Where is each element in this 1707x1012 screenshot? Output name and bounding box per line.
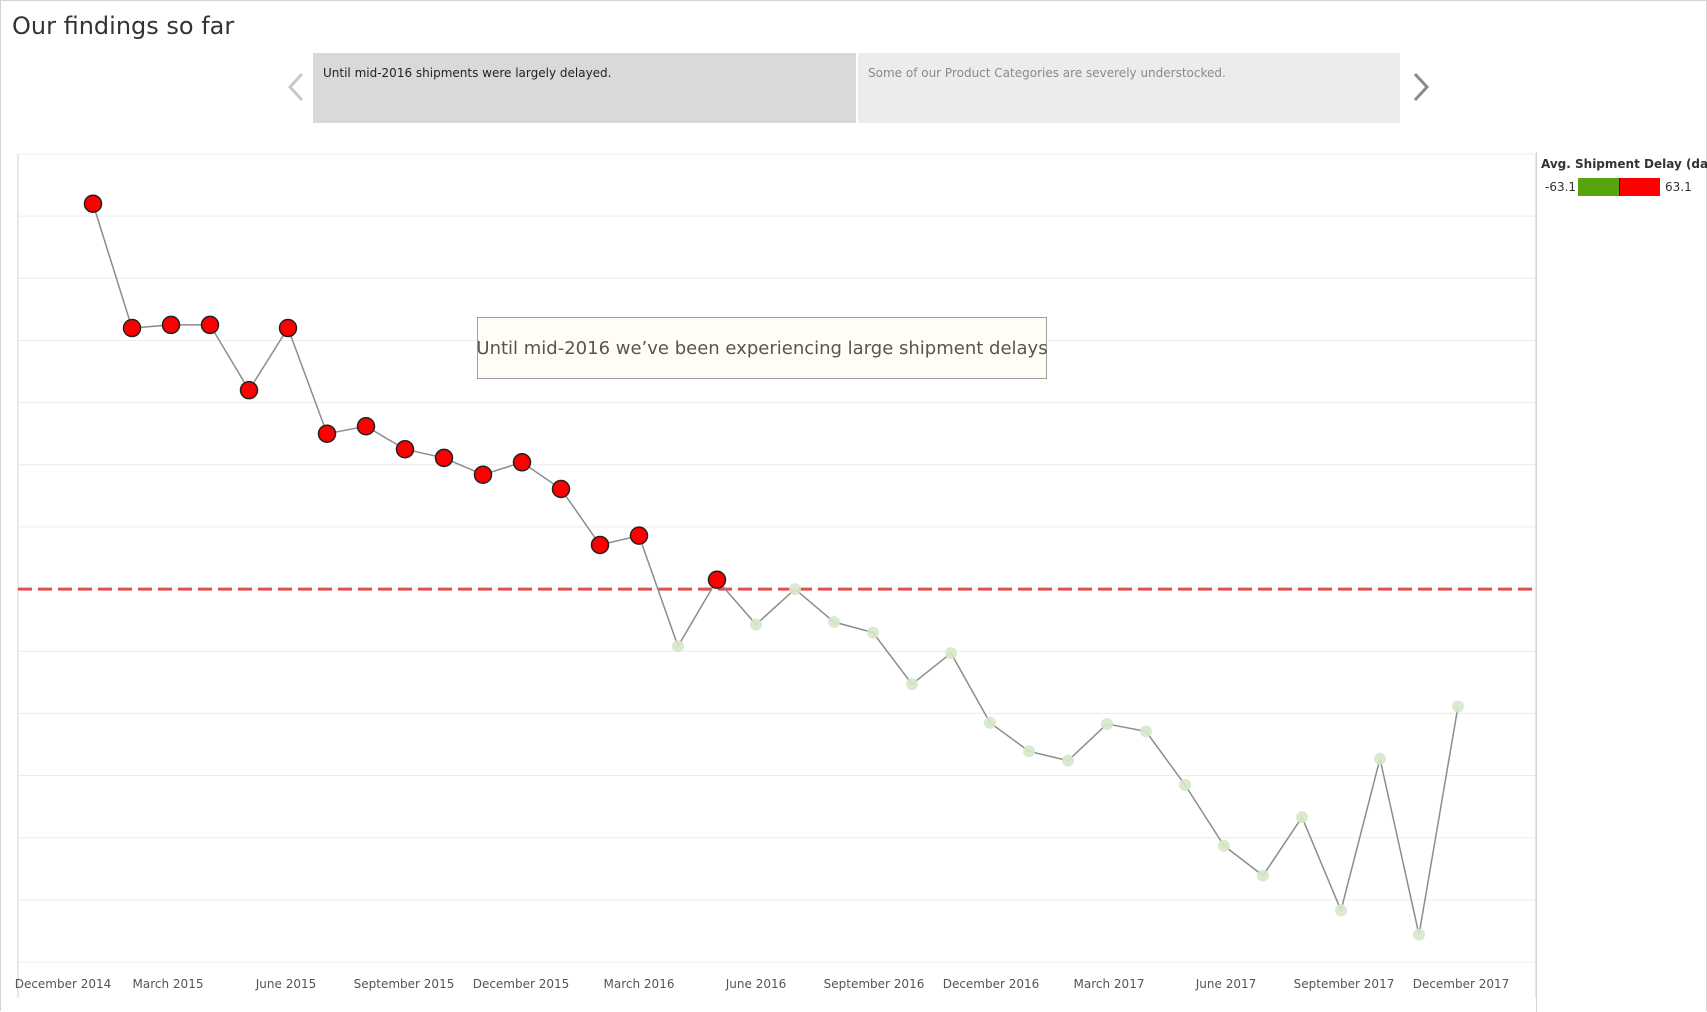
series-line <box>92 203 1459 935</box>
data-point-on-time <box>1218 839 1230 852</box>
data-point-on-time <box>1023 745 1035 758</box>
data-point-delayed <box>473 465 493 484</box>
data-point-on-time <box>945 647 957 660</box>
annotation-box: Until mid-2016 we’ve been experiencing l… <box>476 317 1048 379</box>
data-point-on-time <box>1374 752 1386 765</box>
x-tick-label: March 2017 <box>1074 977 1145 991</box>
story-point-2[interactable]: Some of our Product Categories are sever… <box>858 53 1400 123</box>
data-point-delayed <box>590 535 610 555</box>
data-point-delayed <box>278 318 298 338</box>
data-point-delayed <box>122 318 142 338</box>
page-title: Our findings so far <box>12 12 235 40</box>
data-point-on-time <box>984 716 996 729</box>
data-point-on-time <box>867 626 879 639</box>
data-point-delayed <box>83 194 103 213</box>
chart-area: December 2014 March 2015 June 2015 Septembe… <box>0 150 1540 1010</box>
data-point-on-time <box>1335 904 1347 917</box>
data-point-delayed <box>317 424 337 443</box>
data-point-on-time <box>1296 811 1308 824</box>
x-tick-label: September 2017 <box>1294 977 1395 991</box>
x-tick-label: June 2017 <box>1195 977 1257 991</box>
data-point-delayed <box>434 448 454 468</box>
data-point-on-time <box>906 678 918 691</box>
data-point-delayed <box>200 315 220 335</box>
data-point-delayed <box>512 453 532 472</box>
legend-high-swatch <box>1619 178 1660 196</box>
data-point-delayed <box>395 439 415 459</box>
legend-color-ramp <box>1578 178 1660 196</box>
x-tick-label: March 2015 <box>133 977 204 991</box>
legend-max-label: 63.1 <box>1665 180 1692 194</box>
data-point-delayed <box>161 315 181 335</box>
data-point-on-time <box>1140 725 1152 738</box>
x-tick-label: December 2014 <box>15 977 112 991</box>
data-point-delayed <box>629 526 649 545</box>
data-point-on-time <box>1413 928 1425 941</box>
x-tick-label: December 2015 <box>473 977 570 991</box>
legend-title: Avg. Shipment Delay (day.. <box>1541 157 1707 171</box>
data-point-on-time <box>1257 869 1269 882</box>
data-point-on-time <box>1062 754 1074 767</box>
data-point-on-time <box>750 618 762 631</box>
data-point-delayed <box>551 479 571 499</box>
data-point-delayed <box>356 416 376 436</box>
legend-min-label: -63.1 <box>1545 180 1577 194</box>
x-tick-label: December 2016 <box>943 977 1040 991</box>
data-point-on-time <box>789 583 801 596</box>
chevron-left-icon[interactable] <box>282 70 312 104</box>
chevron-right-icon[interactable] <box>1405 70 1435 104</box>
x-tick-label: March 2016 <box>604 977 675 991</box>
x-tick-label: June 2016 <box>725 977 787 991</box>
data-point-on-time <box>1179 778 1191 791</box>
plot-background <box>18 154 1536 962</box>
data-point-on-time <box>1101 717 1113 730</box>
data-point-on-time <box>828 616 840 629</box>
story-point-1[interactable]: Until mid-2016 shipments were largely de… <box>313 53 856 123</box>
data-point-delayed <box>239 380 259 400</box>
color-legend: Avg. Shipment Delay (day.. -63.1 63.1 <box>1536 152 1707 1012</box>
data-point-delayed <box>707 570 727 590</box>
shipment-delay-line-chart: December 2014 March 2015 June 2015 Septembe… <box>15 153 1537 998</box>
data-point-on-time <box>672 640 684 653</box>
x-tick-label: June 2015 <box>255 977 317 991</box>
data-point-on-time <box>1452 700 1464 713</box>
legend-low-swatch <box>1578 178 1620 196</box>
x-tick-label: December 2017 <box>1413 977 1510 991</box>
x-tick-label: September 2016 <box>824 977 925 991</box>
x-tick-label: September 2015 <box>354 977 455 991</box>
